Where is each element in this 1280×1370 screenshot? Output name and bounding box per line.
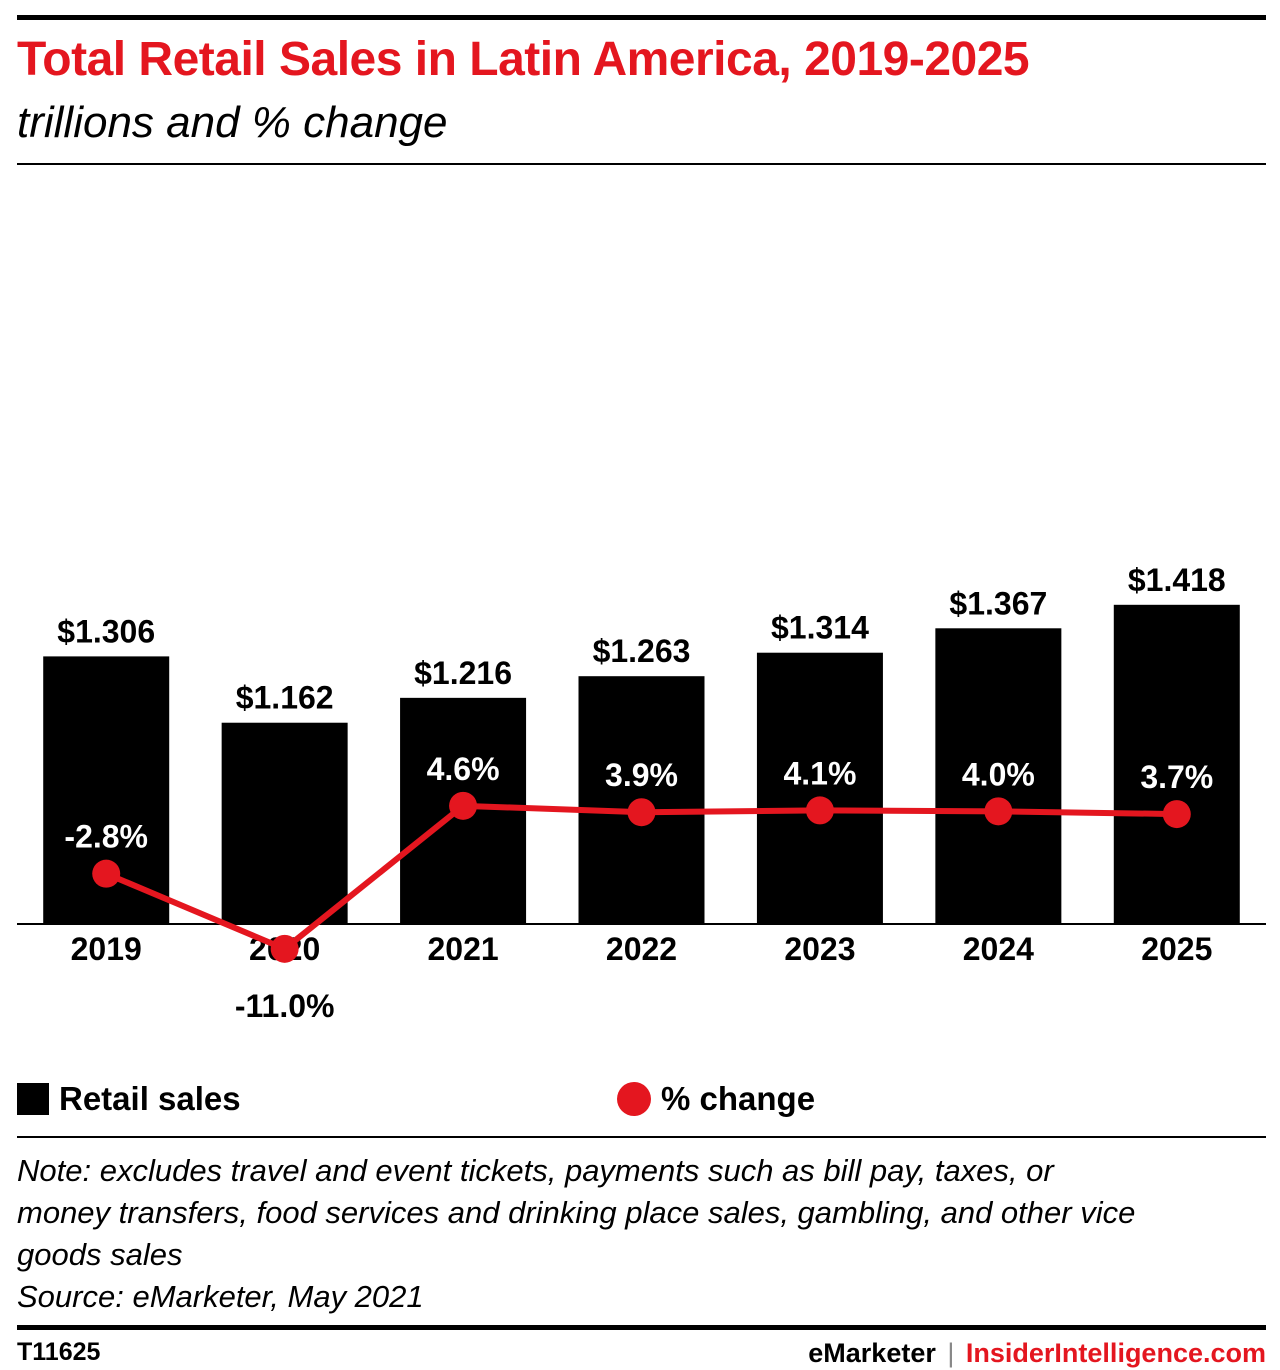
legend-label-pct-change: % change — [661, 1080, 816, 1117]
x-tick-label: 2021 — [427, 931, 498, 967]
pct-change-label: -2.8% — [64, 819, 148, 855]
pct-change-label: -11.0% — [235, 988, 335, 1024]
pct-change-point — [270, 934, 299, 963]
combo-chart: $1.306 $1.162 $1.216 $1.263 $1.314 $1.367 $1.4… — [17, 562, 1266, 1024]
notes-block: Note: excludes travel and event tickets,… — [17, 1150, 1267, 1318]
brand-emarketer: eMarketer — [808, 1338, 936, 1368]
note-line: Note: excludes travel and event tickets,… — [17, 1153, 1054, 1188]
note-line: money transfers, food services and drink… — [17, 1195, 1136, 1230]
legend-divider — [17, 1136, 1266, 1138]
pct-change-point — [92, 859, 121, 888]
chart-id: T11625 — [17, 1338, 101, 1366]
pct-change-point — [805, 796, 834, 825]
pct-change-label: 4.0% — [962, 756, 1035, 792]
pct-change-point — [627, 798, 656, 827]
x-tick-labels: 2019202020212022202320242025 — [71, 931, 1213, 967]
legend-item-retail-sales: Retail sales — [17, 1080, 241, 1118]
note-line: goods sales — [17, 1237, 183, 1272]
pct-change-line-layer: -2.8% -11.0% 4.6% 3.9% 4.1% 4.0% 3.7% — [64, 751, 1213, 1024]
bar-value-label: $1.216 — [414, 655, 512, 691]
legend-swatch-square-icon — [17, 1083, 49, 1115]
bar-2020 — [221, 722, 348, 924]
pct-change-point — [449, 791, 478, 820]
bar-value-label: $1.367 — [949, 585, 1047, 621]
bar-value-label: $1.418 — [1128, 562, 1226, 598]
source-line: Source: eMarketer, May 2021 — [17, 1279, 424, 1314]
bar-value-label: $1.306 — [57, 613, 155, 649]
chart-title: Total Retail Sales in Latin America, 201… — [17, 33, 1030, 86]
pct-change-label: 4.1% — [783, 755, 856, 791]
x-tick-label: 2022 — [606, 931, 677, 967]
x-tick-label: 2019 — [71, 931, 142, 967]
bar-value-label: $1.162 — [236, 680, 334, 716]
brand-insider-intelligence: InsiderIntelligence.com — [965, 1338, 1266, 1368]
x-tick-label: 2025 — [1141, 931, 1212, 967]
top-rule — [17, 15, 1266, 20]
legend-swatch-dot-icon — [617, 1082, 651, 1116]
footer-brand: eMarketer | InsiderIntelligence.com — [808, 1338, 1266, 1369]
pct-change-label: 3.7% — [1140, 759, 1213, 795]
bar-value-label: $1.263 — [593, 633, 691, 669]
pct-change-point — [984, 797, 1013, 826]
pct-change-label: 4.6% — [427, 751, 500, 787]
bar-2024 — [935, 628, 1062, 924]
bar-2025 — [1113, 604, 1240, 924]
bar-value-label: $1.314 — [771, 610, 869, 646]
brand-separator: | — [947, 1338, 955, 1368]
x-tick-label: 2024 — [963, 931, 1034, 967]
footer-rule — [17, 1325, 1266, 1330]
header-divider — [17, 163, 1266, 165]
bars-layer: $1.306 $1.162 $1.216 $1.263 $1.314 $1.367 $1.4… — [43, 562, 1240, 924]
x-tick-label: 2023 — [784, 931, 855, 967]
legend-item-pct-change: % change — [617, 1080, 815, 1118]
pct-change-point — [1162, 800, 1191, 829]
bar-2023 — [756, 652, 883, 924]
legend-label-retail-sales: Retail sales — [59, 1080, 241, 1117]
pct-change-label: 3.9% — [605, 757, 678, 793]
chart-subtitle: trillions and % change — [17, 98, 448, 147]
